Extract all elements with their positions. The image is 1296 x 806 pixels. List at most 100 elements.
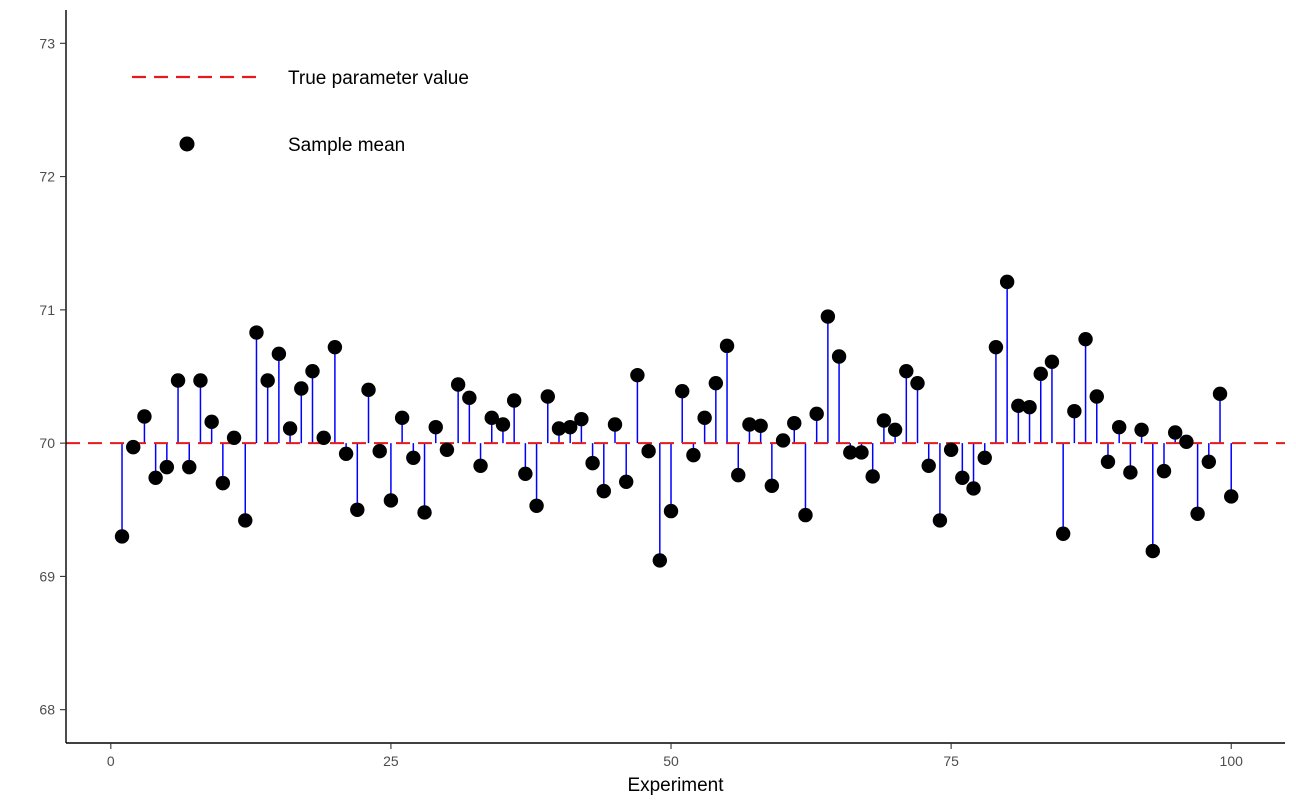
sample-mean-point: [865, 469, 880, 484]
sample-mean-point: [316, 430, 331, 446]
sample-mean-point: [350, 502, 365, 517]
sample-mean-point: [462, 390, 477, 406]
sample-mean-point: [1033, 366, 1048, 382]
sample-mean-point: [1078, 331, 1093, 347]
sample-mean-point: [226, 430, 242, 446]
sample-mean-point: [966, 481, 981, 496]
sample-mean-point: [843, 445, 858, 460]
sample-mean-point: [999, 274, 1015, 290]
y-tick-label: 73: [39, 35, 55, 51]
sample-mean-point: [955, 470, 970, 485]
sample-mean-point: [630, 367, 645, 383]
sample-mean-point: [775, 433, 791, 448]
sample-mean-point: [798, 507, 813, 523]
sample-mean-point: [887, 422, 903, 438]
sample-mean-point: [675, 383, 690, 399]
x-tick-label: 50: [663, 753, 679, 769]
sample-mean-point: [820, 309, 836, 324]
x-tick-label: 0: [107, 753, 115, 769]
sample-mean-point: [204, 414, 219, 430]
sample-mean-point: [417, 505, 432, 520]
sample-mean-point: [428, 419, 443, 435]
sample-mean-point: [249, 325, 264, 340]
sample-mean-point: [1123, 465, 1138, 480]
sample-mean-point: [731, 467, 746, 483]
sample-mean-point: [708, 375, 724, 391]
x-ticks: 0 25 50 75 100: [107, 743, 1243, 769]
sample-mean-point: [1100, 454, 1116, 469]
sample-mean-point: [114, 529, 130, 544]
sample-mean-point: [753, 418, 768, 434]
sample-mean-point: [899, 363, 914, 379]
sample-mean-point: [1067, 403, 1082, 419]
sample-mean-point: [787, 415, 802, 431]
sample-mean-point: [652, 553, 668, 568]
sample-mean-point: [932, 513, 948, 528]
sample-mean-point: [1089, 389, 1104, 404]
sample-mean-point: [551, 421, 567, 436]
sample-mean-point: [238, 513, 253, 528]
sample-mean-point: [910, 375, 925, 391]
sample-mean-point: [988, 339, 1004, 355]
sample-mean-point: [641, 443, 656, 459]
sample-mean-point: [697, 410, 712, 426]
legend: True parameter value Sample mean: [132, 68, 469, 156]
sample-mean-point: [562, 419, 578, 435]
x-tick-label: 100: [1220, 753, 1244, 769]
sample-mean-point: [1111, 419, 1127, 435]
sample-mean-point: [137, 409, 152, 424]
sample-mean-point: [663, 503, 679, 519]
sample-mean-point: [596, 483, 611, 499]
sample-mean-point: [1134, 422, 1149, 438]
sample-mean-point: [1044, 354, 1060, 370]
sample-mean-point: [383, 493, 399, 508]
sample-mean-point: [831, 349, 847, 364]
sample-mean-point: [1179, 434, 1194, 450]
sample-mean-point: [372, 443, 387, 459]
y-tick-label: 71: [39, 302, 55, 318]
plot-marks: [66, 274, 1285, 568]
y-tick-label: 69: [39, 568, 55, 584]
sample-mean-point: [182, 459, 197, 475]
sample-mean-point: [977, 450, 992, 465]
sample-mean-point: [148, 470, 163, 485]
y-tick-label: 68: [39, 702, 55, 718]
sample-mean-point: [271, 346, 287, 362]
sample-mean-point: [686, 447, 701, 463]
sample-mean-point: [1224, 489, 1239, 504]
legend-reference-line-label: True parameter value: [288, 68, 469, 89]
sample-mean-point: [473, 458, 488, 473]
sample-mean-point: [1145, 543, 1160, 559]
y-tick-label: 70: [39, 435, 55, 451]
sample-mean-point: [719, 338, 735, 354]
x-axis-title: Experiment: [627, 775, 724, 796]
sample-mean-point: [1168, 425, 1183, 440]
sample-mean-point: [394, 410, 410, 426]
sample-mean-point: [495, 417, 511, 432]
sample-mean-point: [1156, 463, 1172, 479]
sample-mean-point: [1201, 454, 1217, 469]
sample-mean-point: [607, 417, 623, 432]
sample-mean-point: [1190, 506, 1205, 521]
sample-mean-point: [585, 455, 600, 471]
sample-mean-point: [305, 363, 320, 379]
axes: 0 25 50 75 100 68 69 70 71 72 73: [39, 10, 1285, 769]
sample-mean-point: [876, 413, 892, 428]
x-tick-label: 75: [943, 753, 959, 769]
sample-mean-point: [742, 417, 757, 432]
sample-mean-point: [1022, 399, 1037, 415]
y-ticks: 68 69 70 71 72 73: [39, 35, 66, 718]
sample-mean-point: [1212, 386, 1228, 402]
sample-mean-point: [439, 442, 455, 457]
sample-mean-point: [193, 373, 208, 388]
sample-mean-point: [854, 445, 869, 460]
sample-mean-point: [260, 373, 275, 388]
sample-mean-point: [619, 474, 634, 489]
sample-mean-point: [943, 442, 959, 457]
sample-mean-point: [338, 446, 354, 461]
sample-mean-point: [282, 421, 298, 436]
sample-mean-point: [574, 411, 589, 427]
sample-mean-point: [540, 389, 555, 404]
sample-mean-point: [1011, 398, 1026, 414]
